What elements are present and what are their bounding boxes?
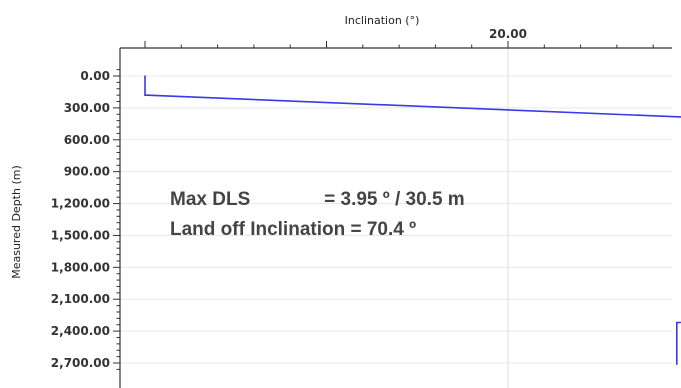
y-axis-title: Measured Depth (m) <box>10 165 23 279</box>
series-layer <box>144 75 681 365</box>
y-tick-label: 1,200.00 <box>51 197 110 211</box>
y-tick-label: 2,700.00 <box>51 356 110 370</box>
y-tick-label: 2,400.00 <box>51 324 110 338</box>
grid-lines <box>120 48 672 388</box>
y-tick-label: 1,800.00 <box>51 260 110 274</box>
axes <box>119 47 672 388</box>
y-tick-label: 1,500.00 <box>51 228 110 242</box>
y-tick-label: 300.00 <box>64 101 110 115</box>
annotation-max-dls: Max DLS = 3.95 º / 30.5 m <box>170 189 465 210</box>
inclination-point <box>144 75 146 77</box>
inclination-point <box>675 321 678 324</box>
y-tick-label: 2,100.00 <box>51 292 110 306</box>
y-tick-label: 0.00 <box>80 69 110 83</box>
y-tick-label: 900.00 <box>64 165 110 179</box>
y-tick-label: 600.00 <box>64 133 110 147</box>
x-axis-title: Inclination (°) <box>345 14 420 27</box>
x-tick-label: 20.00 <box>489 27 527 41</box>
axis-ticks: 20.0040.0060.000.00300.00600.00900.001,2… <box>51 27 654 370</box>
inclination-point <box>675 363 678 365</box>
inclination-line <box>144 76 681 365</box>
inclination-point <box>144 94 146 96</box>
annotation-land-off-inclination: Land off Inclination = 70.4 º <box>170 219 416 240</box>
